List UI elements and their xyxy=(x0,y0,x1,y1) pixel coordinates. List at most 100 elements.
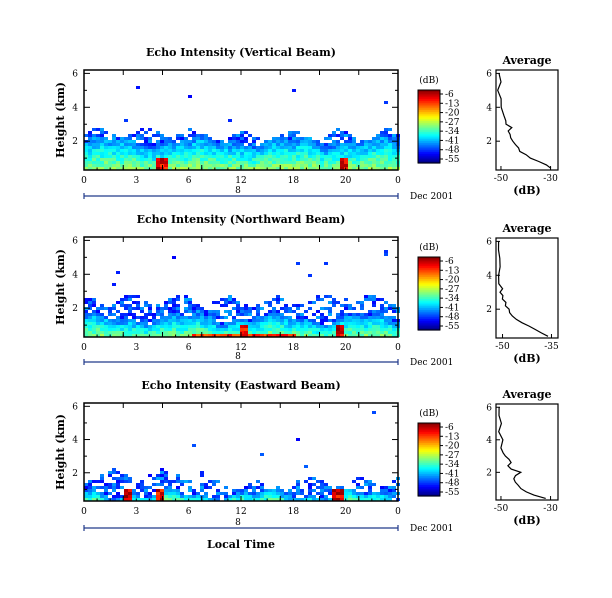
heatmap-cell xyxy=(120,495,124,498)
heatmap-cell xyxy=(272,155,276,158)
y-axis-label: Height (km) xyxy=(54,414,67,490)
colorbar-segment xyxy=(418,153,440,157)
heatmap-cell xyxy=(256,304,260,307)
heatmap-cell xyxy=(256,149,260,152)
heatmap-cell xyxy=(172,498,176,501)
x-axis-label: Local Time xyxy=(207,538,275,551)
heatmap-cell xyxy=(120,480,124,483)
heatmap-cell xyxy=(228,301,232,304)
heatmap-cell xyxy=(256,328,260,331)
heatmap-cell xyxy=(392,322,396,325)
heatmap-cell xyxy=(176,310,180,313)
colorbar-frame xyxy=(417,89,441,164)
heatmap-cell xyxy=(192,498,196,501)
heatmap-cell xyxy=(348,164,352,167)
heatmap-cell xyxy=(152,483,156,486)
heatmap-cell xyxy=(212,155,216,158)
heatmap-cell xyxy=(252,158,256,161)
heatmap-cell xyxy=(184,298,188,301)
heatmap-cell xyxy=(164,319,168,322)
heatmap-cell xyxy=(356,143,360,146)
heatmap-cell xyxy=(180,143,184,146)
heatmap-cell xyxy=(112,328,116,331)
heatmap-cell xyxy=(176,313,180,316)
heatmap-cell xyxy=(240,134,244,137)
heatmap-cell xyxy=(100,152,104,155)
heatmap-cell xyxy=(152,319,156,322)
heatmap-cell xyxy=(256,316,260,319)
heatmap-cell xyxy=(348,328,352,331)
heatmap-cell xyxy=(152,334,156,337)
heatmap-cell xyxy=(192,149,196,152)
heatmap-cell xyxy=(92,164,96,167)
heatmap-cell xyxy=(228,310,232,313)
heatmap-cell xyxy=(320,298,324,301)
heatmap-cell xyxy=(336,325,340,328)
heatmap-cell xyxy=(184,295,188,298)
colorbar-segment xyxy=(418,319,440,322)
colorbar-segment xyxy=(418,426,440,430)
heatmap-cell xyxy=(332,131,336,134)
heatmap-cell xyxy=(236,164,240,167)
x-tick-label: 0 xyxy=(395,176,401,186)
heatmap-cell xyxy=(172,158,176,161)
heatmap-cell xyxy=(240,328,244,331)
heatmap-cell xyxy=(368,498,372,501)
heatmap-cell xyxy=(184,155,188,158)
heatmap-cell xyxy=(344,489,348,492)
heatmap-cell xyxy=(148,328,152,331)
heatmap-cell xyxy=(280,489,284,492)
heatmap-cell xyxy=(120,328,124,331)
heatmap-cell xyxy=(308,322,312,325)
heatmap-cell xyxy=(328,489,332,492)
heatmap-cell xyxy=(388,149,392,152)
heatmap-cell xyxy=(116,155,120,158)
heatmap-cell xyxy=(384,301,388,304)
heatmap-cell xyxy=(204,328,208,331)
heatmap-cell xyxy=(280,146,284,149)
heatmap-cell xyxy=(260,498,264,501)
heatmap-cell xyxy=(128,143,132,146)
heatmap-cell xyxy=(188,489,192,492)
heatmap-cell xyxy=(324,325,328,328)
heatmap-cell xyxy=(232,140,236,143)
heatmap-cell xyxy=(284,310,288,313)
heatmap-cell xyxy=(132,149,136,152)
heatmap-cell xyxy=(96,155,100,158)
heatmap-cell xyxy=(272,310,276,313)
heatmap-cell xyxy=(136,334,140,337)
heatmap-cell xyxy=(384,489,388,492)
heatmap-cell xyxy=(120,137,124,140)
heatmap-cell xyxy=(304,149,308,152)
heatmap-cell xyxy=(188,322,192,325)
heatmap-cell xyxy=(328,313,332,316)
heatmap-cell xyxy=(328,155,332,158)
heatmap-cell xyxy=(152,149,156,152)
heatmap-cell xyxy=(280,319,284,322)
heatmap-cell xyxy=(192,152,196,155)
heatmap-cell xyxy=(324,498,328,501)
heatmap-cell xyxy=(184,325,188,328)
heatmap-cell xyxy=(224,298,228,301)
heatmap-cell xyxy=(116,486,120,489)
heatmap-cell xyxy=(352,137,356,140)
heatmap-cell xyxy=(316,149,320,152)
heatmap-cell xyxy=(240,498,244,501)
heatmap-cell xyxy=(276,322,280,325)
heatmap-cell xyxy=(100,134,104,137)
colorbar-tick-label: -34 xyxy=(445,127,460,137)
heatmap-cell xyxy=(288,492,292,495)
heatmap-cell xyxy=(288,331,292,334)
heatmap-cell xyxy=(228,495,232,498)
heatmap-cell xyxy=(268,316,272,319)
heatmap-cell xyxy=(104,486,108,489)
heatmap-cell xyxy=(380,313,384,316)
heatmap-cell xyxy=(260,161,264,164)
heatmap-cell xyxy=(176,486,180,489)
heatmap-cell xyxy=(352,167,356,170)
heatmap-cell xyxy=(228,164,232,167)
heatmap-cell xyxy=(232,301,236,304)
heatmap-cell xyxy=(112,331,116,334)
heatmap-cell xyxy=(128,134,132,137)
colorbar-segment xyxy=(418,280,440,284)
